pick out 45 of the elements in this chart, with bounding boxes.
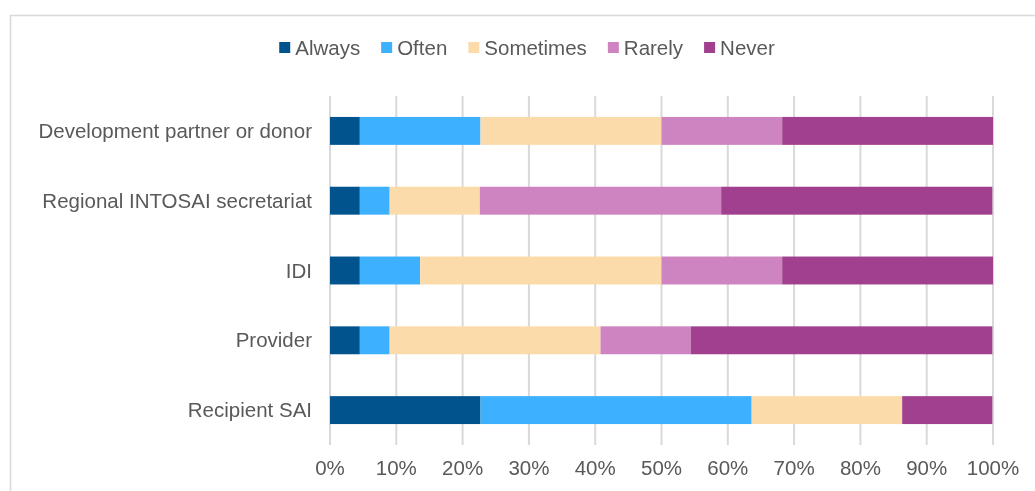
bar: [420, 256, 662, 285]
x-tick-label: 40%: [574, 456, 616, 480]
bar: [902, 396, 993, 425]
legend-label: Always: [295, 35, 361, 59]
x-tick-label: 80%: [839, 456, 881, 480]
bar: [359, 326, 390, 355]
y-tick-label: Regional INTOSAI secretariat: [42, 188, 313, 212]
bar: [480, 116, 662, 145]
bar: [359, 116, 481, 145]
bar: [389, 186, 480, 215]
legend-label: Often: [397, 35, 448, 59]
y-tick-label: IDI: [285, 258, 312, 282]
bar: [330, 396, 481, 425]
x-tick-label: 0%: [315, 456, 345, 480]
y-tick-label: Recipient SAI: [187, 398, 312, 422]
bar: [330, 116, 360, 145]
legend-label: Sometimes: [484, 35, 587, 59]
legend-label: Never: [720, 35, 775, 59]
bar: [600, 326, 691, 355]
bar: [330, 326, 360, 355]
x-tick-label: 50%: [640, 456, 683, 480]
bar: [330, 186, 360, 215]
x-tick-label: 100%: [966, 456, 1020, 480]
bar: [661, 256, 783, 285]
y-tick-label: Provider: [235, 328, 313, 352]
bar: [751, 396, 903, 425]
bar: [480, 396, 752, 425]
x-tick-label: 60%: [707, 456, 749, 480]
x-tick-label: 20%: [442, 456, 484, 480]
x-tick-label: 30%: [508, 456, 550, 480]
bar: [359, 256, 421, 285]
x-tick-label: 90%: [906, 456, 948, 480]
y-tick-label: Development partner or donor: [38, 119, 313, 143]
x-tick-label: 10%: [375, 456, 417, 480]
bar: [330, 256, 360, 285]
x-tick-label: 70%: [773, 456, 815, 480]
bar: [479, 186, 722, 215]
bar: [782, 256, 993, 285]
bar: [782, 116, 993, 145]
bar: [359, 186, 390, 215]
bar: [389, 326, 601, 355]
bar: [661, 116, 783, 145]
bar: [690, 326, 993, 355]
legend-label: Rarely: [623, 35, 684, 59]
bar: [721, 186, 993, 215]
